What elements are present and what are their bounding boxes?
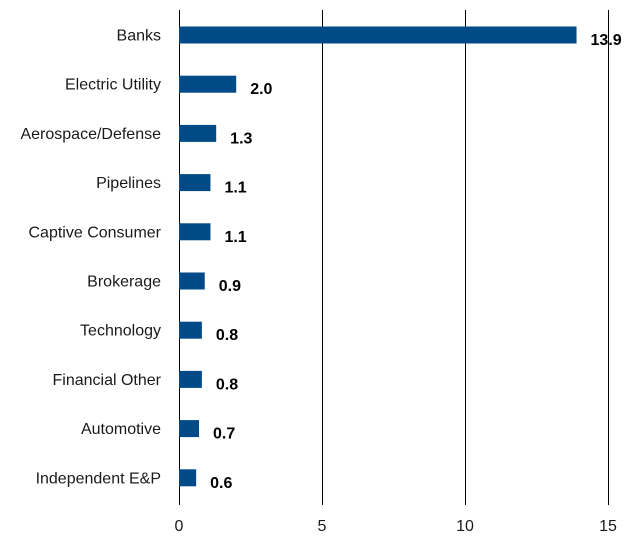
category-label: Automotive [81, 421, 161, 438]
bar-7 [179, 370, 202, 388]
data-label: 0.8 [216, 376, 238, 393]
bar-0 [179, 26, 577, 44]
category-label: Pipelines [96, 175, 161, 192]
bar-1 [179, 75, 237, 93]
category-label: Electric Utility [65, 77, 161, 94]
category-label: Technology [80, 323, 161, 340]
data-label: 2.0 [250, 81, 272, 98]
data-label: 13.9 [591, 32, 622, 49]
bar-4 [179, 223, 211, 241]
data-label: 1.1 [224, 180, 246, 197]
data-label: 0.9 [219, 278, 241, 295]
bar-3 [179, 174, 211, 192]
x-tick-label: 5 [318, 518, 327, 535]
category-label: Banks [117, 28, 161, 45]
category-label: Captive Consumer [29, 224, 162, 241]
data-label: 0.7 [213, 426, 235, 443]
bar-6 [179, 321, 202, 339]
bar-8 [179, 420, 200, 438]
data-label: 1.3 [230, 130, 252, 147]
category-label: Financial Other [53, 372, 162, 389]
bar-9 [179, 469, 197, 487]
x-tick-label: 15 [599, 518, 617, 535]
x-tick-label: 0 [175, 518, 184, 535]
data-label: 0.6 [210, 475, 232, 492]
data-label: 1.1 [224, 229, 246, 246]
x-tick-label: 10 [456, 518, 474, 535]
category-label: Brokerage [87, 274, 161, 291]
category-label: Aerospace/Defense [20, 126, 161, 143]
category-label: Independent E&P [36, 470, 161, 487]
bar-2 [179, 124, 217, 142]
data-label: 0.8 [216, 327, 238, 344]
bar-5 [179, 272, 205, 290]
